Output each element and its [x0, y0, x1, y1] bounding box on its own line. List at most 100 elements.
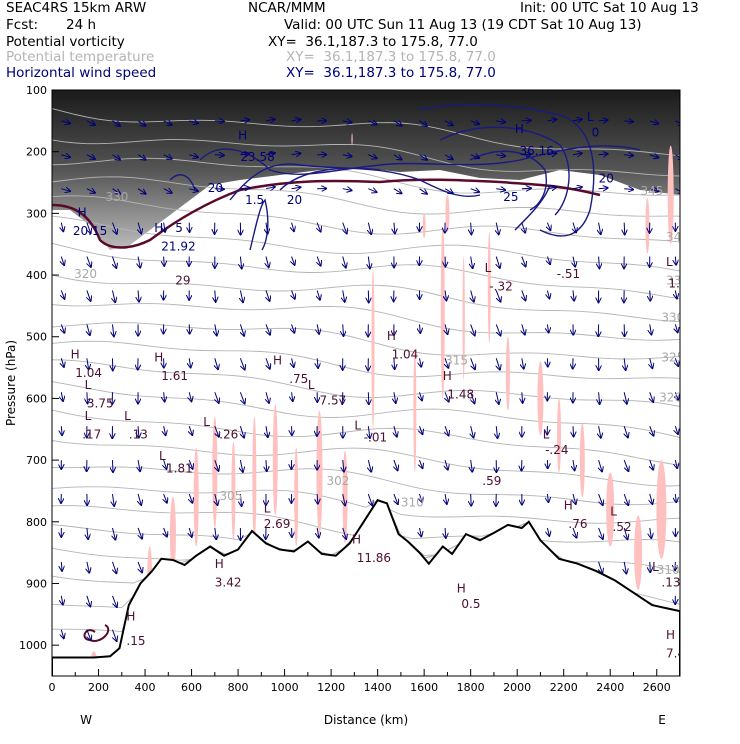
- contour-label-pv: 16.23: [106, 702, 140, 716]
- wind-vector: [599, 460, 602, 471]
- wind-vector: [471, 426, 474, 437]
- contour-label-wind: 20: [599, 172, 614, 186]
- wind-vector: [522, 290, 526, 300]
- negative-pv-patch: [413, 349, 416, 472]
- wind-vector: [599, 392, 600, 404]
- x-tick-label: 1200: [317, 681, 345, 694]
- contour-label-theta: 345: [641, 184, 664, 198]
- wind-vector: [445, 460, 448, 470]
- wind-vector: [317, 494, 318, 504]
- wind-vector: [496, 358, 500, 369]
- wind-vector: [61, 596, 63, 605]
- negative-pv-patch: [252, 417, 256, 540]
- wind-vector: [471, 358, 475, 369]
- x-tick-label: 1600: [410, 681, 438, 694]
- contour-label-wind: H: [78, 206, 87, 220]
- wind-vector: [394, 223, 395, 234]
- wind-vector: [522, 392, 523, 403]
- wind-vector: [599, 257, 600, 269]
- negative-pv-patch: [645, 198, 649, 254]
- contour-label-wind: H: [515, 122, 524, 136]
- negative-pv-patch: [294, 448, 298, 547]
- wind-vector: [650, 358, 653, 368]
- negative-pv-patch: [423, 213, 426, 238]
- contour-label-theta: 330: [106, 190, 129, 204]
- contour-label-pv: 0.5: [461, 597, 480, 611]
- wind-vector: [292, 187, 301, 188]
- wind-vector: [87, 596, 90, 607]
- contour-label-wind: 20: [208, 181, 223, 195]
- contour-label-theta: 320: [659, 391, 682, 405]
- wind-vector: [624, 392, 627, 403]
- wind-vector: [471, 223, 472, 235]
- wind-vector: [317, 257, 320, 266]
- isentrope: [52, 275, 680, 322]
- wind-vector: [471, 290, 474, 301]
- wind-vector: [266, 392, 269, 403]
- contour-label-wind: 20: [287, 193, 302, 207]
- contour-label-wind: 0: [592, 125, 600, 139]
- wind-vector: [650, 562, 651, 572]
- wind-vector: [215, 324, 217, 335]
- negative-pv-patch: [506, 337, 510, 411]
- wind-vector: [61, 426, 62, 435]
- wind-vector: [215, 290, 216, 301]
- contour-label-pv: H: [273, 354, 282, 368]
- wind-vector: [240, 257, 241, 269]
- wind-vector: [547, 257, 550, 265]
- wind-vector: [138, 562, 142, 573]
- wind-vector: [266, 290, 270, 300]
- contour-label-pv: .75: [289, 372, 308, 386]
- wind-vector: [215, 528, 216, 539]
- wind-vector: [240, 290, 243, 302]
- wind-vector: [624, 460, 628, 471]
- wind-vector: [112, 460, 113, 472]
- wind-vector: [368, 189, 376, 193]
- wind-vector: [599, 426, 601, 438]
- wind-vector: [522, 257, 526, 267]
- wind-vector: [496, 257, 500, 268]
- wind-vector: [266, 460, 267, 471]
- wind-vector: [624, 494, 628, 505]
- negative-pv-patch: [194, 448, 199, 547]
- contour-label-pv: -.32: [489, 280, 512, 294]
- wind-vector: [87, 324, 90, 335]
- wind-vector: [164, 528, 167, 537]
- negative-pv-patch: [351, 133, 352, 145]
- wind-vector: [138, 494, 141, 505]
- contour-label-pv: H: [387, 329, 396, 343]
- wind-vector: [650, 324, 652, 334]
- isentrope: [52, 441, 680, 487]
- contour-label-pv: -.26: [215, 428, 238, 442]
- contour-label-pv: 1.04: [392, 347, 419, 361]
- contour-label-theta: 320: [74, 267, 97, 281]
- wind-vector: [573, 494, 576, 504]
- wind-vector: [650, 392, 653, 402]
- x-tick-label: 200: [88, 681, 109, 694]
- wind-vector: [496, 324, 500, 335]
- wind-vector: [112, 528, 115, 540]
- x-axis-label: Distance (km): [324, 713, 408, 727]
- wind-vector: [471, 460, 473, 472]
- wind-vector: [547, 528, 549, 536]
- wind-vector: [112, 494, 114, 506]
- wind-vector: [61, 223, 63, 232]
- contour-label-wind: 25: [503, 190, 518, 204]
- wind-vector: [445, 494, 447, 504]
- wind-vector: [138, 290, 139, 301]
- wind-vector: [343, 189, 352, 191]
- y-tick-label: 100: [26, 84, 47, 97]
- wind-vector: [317, 324, 319, 333]
- isentrope: [52, 243, 680, 298]
- wind-vector: [547, 494, 548, 502]
- contour-label-pv: .13: [129, 428, 148, 442]
- wind-vector: [624, 562, 626, 574]
- contour-label-pv: H: [215, 557, 224, 571]
- wind-vector: [624, 223, 625, 235]
- negative-pv-patch: [537, 361, 543, 435]
- contour-label-pv: L: [308, 378, 315, 392]
- contour-label-pv: H: [154, 350, 163, 364]
- contour-label-pv: L: [264, 502, 271, 516]
- wind-vector: [164, 392, 165, 401]
